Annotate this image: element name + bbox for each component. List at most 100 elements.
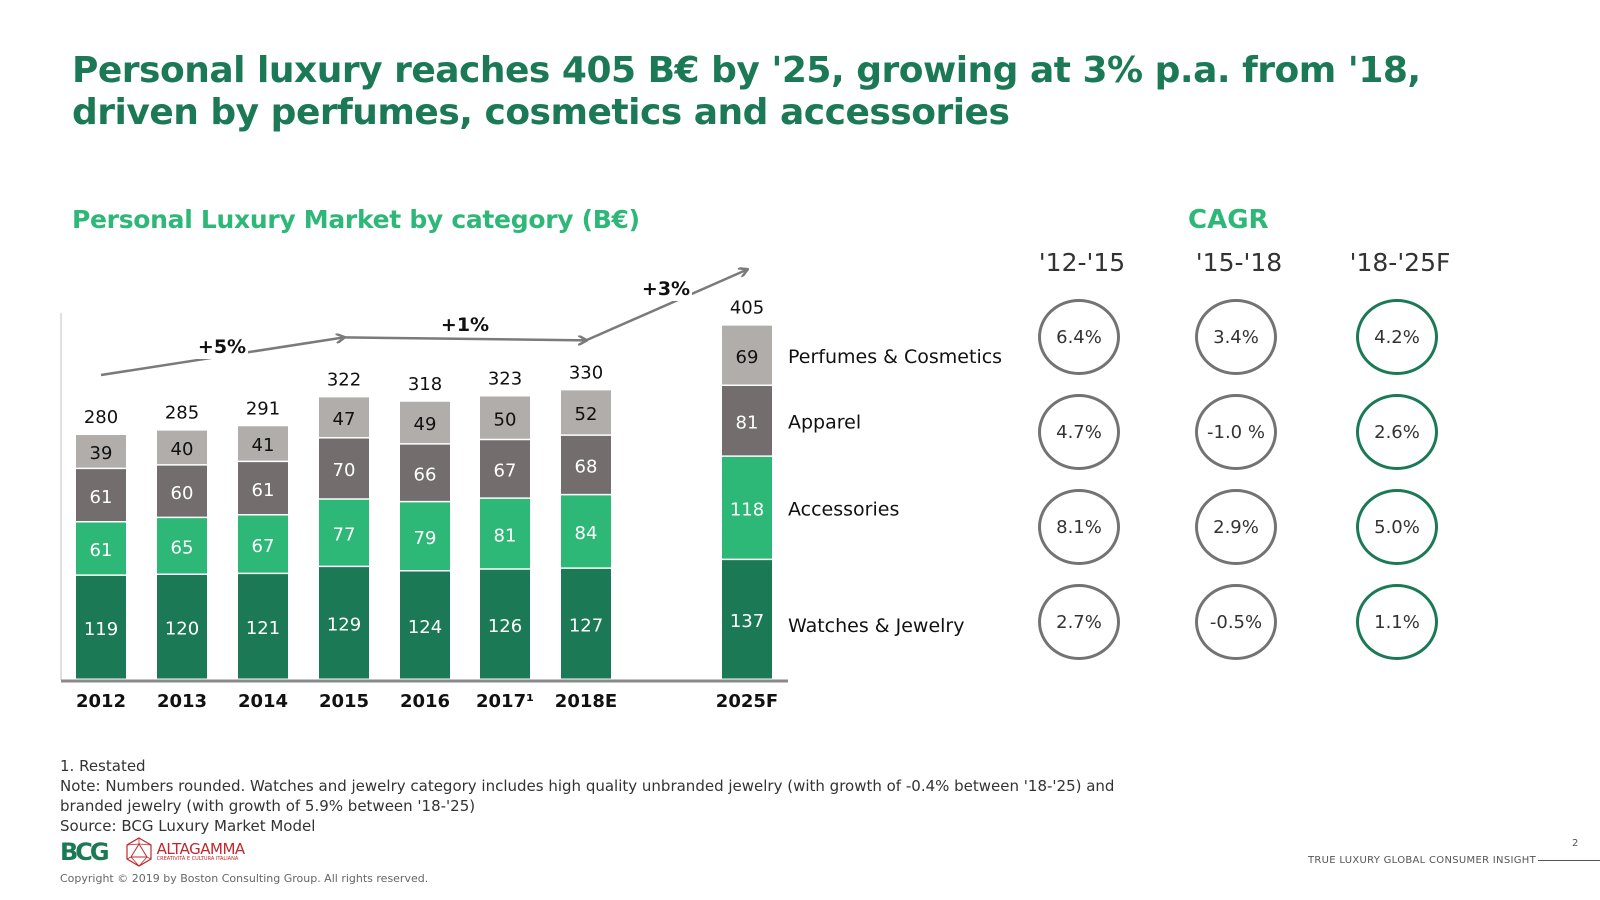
bar-segment: [319, 397, 369, 437]
altagamma-icosahedron-icon: [126, 837, 152, 867]
bar-segment: [319, 438, 369, 499]
segment-value-label: 39: [90, 443, 113, 464]
segment-value-label: 81: [736, 412, 759, 433]
bar-segment: [319, 567, 369, 679]
logos: BCG ALTAGAMMA CREATIVITÀ E CULTURA ITALI…: [60, 837, 245, 867]
segment-value-label: 66: [414, 465, 437, 486]
cagr-value-circle: 4.2%: [1356, 299, 1438, 375]
cagr-value-circle: 8.1%: [1038, 489, 1120, 565]
bar-segment: [76, 522, 126, 575]
bar-segment: [561, 495, 611, 568]
bar-segment: [157, 430, 207, 465]
altagamma-logo: ALTAGAMMA CREATIVITÀ E CULTURA ITALIANA: [125, 837, 245, 867]
growth-label: +1%: [441, 314, 489, 336]
growth-arrow: [343, 337, 586, 340]
segment-value-label: 67: [494, 461, 517, 482]
growth-label-bg: [640, 277, 692, 301]
x-tick-label: 2017¹: [476, 691, 534, 712]
cagr-value-circle: 2.6%: [1356, 394, 1438, 470]
cagr-value-circle: 2.7%: [1038, 584, 1120, 660]
segment-value-label: 137: [730, 611, 764, 632]
x-tick-label: 2025F: [716, 691, 778, 712]
segment-value-label: 120: [165, 619, 199, 640]
segment-value-label: 84: [575, 523, 598, 544]
stacked-bar-chart: 119 61 61 39 280 2012 120 65 60 40 285 2013 121 67 61 4…: [60, 0, 1002, 712]
segment-value-label: 60: [171, 483, 194, 504]
cagr-value-circle: 4.7%: [1038, 394, 1120, 470]
source: Source: BCG Luxury Market Model: [60, 817, 316, 835]
bar-segment: [157, 465, 207, 517]
cagr-title: CAGR: [1188, 205, 1269, 235]
segment-value-label: 127: [569, 615, 603, 636]
cagr-value-circle: 3.4%: [1195, 299, 1277, 375]
segment-value-label: 61: [90, 487, 113, 508]
segment-value-label: 119: [84, 619, 118, 640]
segment-value-label: 126: [488, 616, 522, 637]
bar-segment: [76, 469, 126, 521]
bar-segment: [561, 435, 611, 494]
bar-segment: [319, 499, 369, 566]
bar-segment: [157, 575, 207, 679]
x-tick-label: 2014: [238, 691, 288, 712]
copyright: Copyright © 2019 by Boston Consulting Gr…: [60, 872, 429, 885]
segment-value-label: 129: [327, 615, 361, 636]
bar-segment: [238, 515, 288, 573]
notes: 1. Restated Note: Numbers rounded. Watch…: [60, 756, 1114, 836]
segment-value-label: 50: [494, 409, 517, 430]
slide-title: Personal luxury reaches 405 B€ by '25, g…: [72, 50, 1421, 133]
segment-value-label: 65: [171, 538, 194, 559]
segment-value-label: 67: [252, 536, 275, 557]
bar-segment: [76, 575, 126, 679]
x-tick-label: 2015: [319, 691, 369, 712]
segment-value-label: 47: [333, 409, 356, 430]
segment-value-label: 81: [494, 525, 517, 546]
cagr-value-circle: 2.9%: [1195, 489, 1277, 565]
cagr-value-circle: 6.4%: [1038, 299, 1120, 375]
note-line-2: branded jewelry (with growth of 5.9% bet…: [60, 797, 476, 815]
segment-value-label: 61: [90, 540, 113, 561]
bar-segment: [561, 568, 611, 679]
bar-segment: [400, 401, 450, 444]
chart-title: Personal Luxury Market by category (B€): [72, 205, 640, 234]
bar-segment: [480, 498, 530, 569]
segment-value-label: 79: [414, 528, 437, 549]
bar-segment: [400, 444, 450, 501]
bar-segment: [157, 518, 207, 574]
bar-segment: [480, 396, 530, 439]
x-tick-label: 2018E: [555, 691, 617, 712]
cagr-value-circle: 5.0%: [1356, 489, 1438, 565]
cagr-period-header: '12-'15: [1038, 248, 1126, 277]
legend-label: Accessories: [788, 499, 899, 521]
report-name: TRUE LUXURY GLOBAL CONSUMER INSIGHT: [1308, 855, 1536, 866]
x-tick-label: 2012: [76, 691, 126, 712]
bar-segment: [238, 462, 288, 514]
segment-value-label: 69: [736, 347, 759, 368]
segment-value-label: 68: [575, 457, 598, 478]
page-number: 2: [1572, 838, 1579, 849]
legend-label: Watches & Jewelry: [788, 615, 965, 637]
total-value-label: 285: [165, 403, 199, 424]
cagr-value-circle: 1.1%: [1356, 584, 1438, 660]
segment-value-label: 40: [171, 439, 194, 460]
cagr-period-header: '15-'18: [1195, 248, 1283, 277]
bar-segment: [480, 569, 530, 679]
segment-value-label: 77: [333, 524, 356, 545]
x-tick-label: 2013: [157, 691, 207, 712]
bar-segment: [722, 456, 772, 559]
legend-label: Apparel: [788, 411, 861, 433]
altagamma-tagline: CREATIVITÀ E CULTURA ITALIANA: [156, 856, 239, 862]
altagamma-name: ALTAGAMMA: [156, 840, 246, 858]
total-value-label: 405: [730, 298, 764, 319]
growth-label: +5%: [198, 336, 246, 358]
segment-value-label: 61: [252, 480, 275, 501]
total-value-label: 323: [488, 369, 522, 390]
cagr-value-circle: -0.5%: [1195, 584, 1277, 660]
segment-value-label: 49: [414, 414, 437, 435]
bar-segment: [561, 390, 611, 435]
total-value-label: 291: [246, 398, 280, 419]
note-line-1: Note: Numbers rounded. Watches and jewel…: [60, 777, 1115, 795]
footnote: 1. Restated: [60, 757, 146, 775]
segment-value-label: 118: [730, 500, 764, 521]
total-value-label: 318: [408, 374, 442, 395]
bar-segment: [722, 386, 772, 456]
